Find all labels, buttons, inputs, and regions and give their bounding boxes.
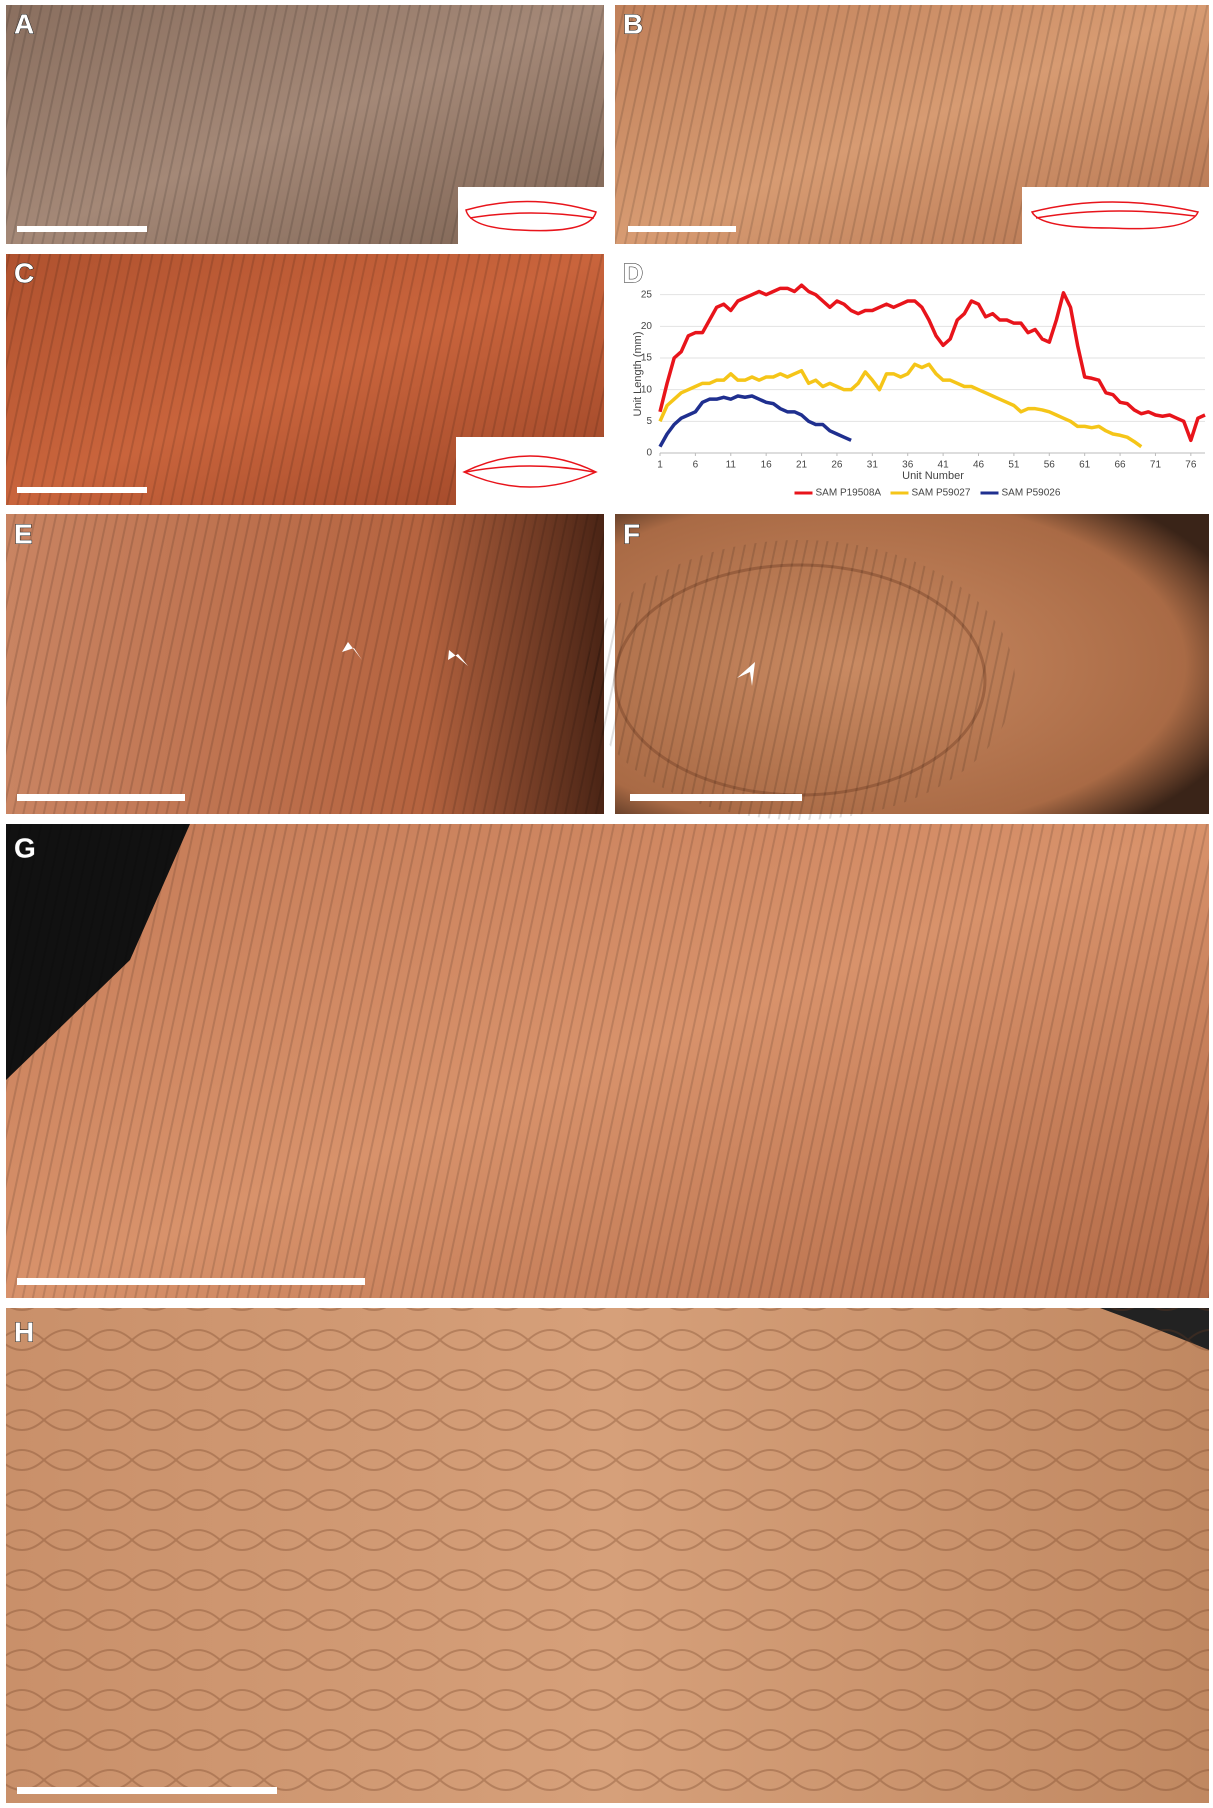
texture xyxy=(6,824,1209,1298)
panel-label: C xyxy=(14,257,34,288)
scale-bar xyxy=(17,1787,277,1794)
texture xyxy=(585,540,1015,820)
panel-label: B xyxy=(623,8,643,39)
inset xyxy=(458,187,604,244)
x-tick-label: 71 xyxy=(1150,460,1162,471)
figure: A B C D Unit Length (mm) Unit Number E F… xyxy=(0,0,1213,1803)
x-tick-label: 76 xyxy=(1185,460,1197,471)
legend-label: SAM P59026 xyxy=(1002,488,1061,499)
texture xyxy=(6,514,604,814)
scale-bar xyxy=(17,487,147,493)
panel-label: A xyxy=(14,8,34,39)
panel-label: D xyxy=(623,257,643,288)
inset xyxy=(456,437,604,505)
x-axis-title: Unit Number xyxy=(902,470,964,482)
panel-label: E xyxy=(14,518,33,549)
y-tick-label: 15 xyxy=(641,353,653,364)
x-tick-label: 21 xyxy=(796,460,808,471)
x-tick-label: 61 xyxy=(1079,460,1091,471)
x-tick-label: 31 xyxy=(867,460,879,471)
scale-bar xyxy=(630,794,802,801)
scale-bar xyxy=(17,226,147,232)
x-tick-label: 56 xyxy=(1044,460,1056,471)
scale-bar xyxy=(628,226,736,232)
x-tick-label: 11 xyxy=(726,460,737,471)
x-tick-label: 51 xyxy=(1008,460,1020,471)
scale-bar xyxy=(17,1278,365,1285)
texture xyxy=(6,1308,1209,1803)
x-tick-label: 41 xyxy=(938,460,950,471)
panel-label: F xyxy=(623,518,640,549)
y-tick-label: 10 xyxy=(641,384,653,395)
scale-bar xyxy=(17,794,185,801)
legend-label: SAM P59027 xyxy=(912,488,971,499)
y-axis-title: Unit Length (mm) xyxy=(632,332,644,417)
panel-label: H xyxy=(14,1316,34,1347)
legend-label: SAM P19508A xyxy=(816,488,882,499)
x-tick-label: 36 xyxy=(902,460,914,471)
x-tick-label: 66 xyxy=(1115,460,1127,471)
x-tick-label: 6 xyxy=(693,460,699,471)
y-tick-label: 5 xyxy=(646,416,652,427)
x-tick-label: 1 xyxy=(657,460,663,471)
x-tick-label: 16 xyxy=(761,460,773,471)
panel-label: G xyxy=(14,832,36,863)
y-tick-label: 0 xyxy=(646,448,652,459)
y-tick-label: 20 xyxy=(641,321,653,332)
x-tick-label: 26 xyxy=(831,460,843,471)
x-tick-label: 46 xyxy=(973,460,985,471)
y-tick-label: 25 xyxy=(641,289,653,300)
